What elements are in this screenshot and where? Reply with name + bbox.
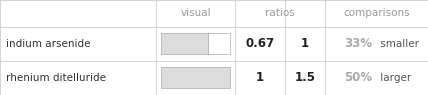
Text: visual: visual xyxy=(181,8,211,18)
Bar xyxy=(208,33,230,54)
Text: larger: larger xyxy=(377,73,411,83)
Text: 1.5: 1.5 xyxy=(294,71,315,84)
Bar xyxy=(161,67,230,88)
Text: rhenium ditelluride: rhenium ditelluride xyxy=(6,73,107,83)
Text: ratios: ratios xyxy=(265,8,295,18)
Text: 50%: 50% xyxy=(344,71,372,84)
Text: smaller: smaller xyxy=(377,39,419,49)
Text: comparisons: comparisons xyxy=(343,8,410,18)
Text: 1: 1 xyxy=(301,37,309,50)
Text: 33%: 33% xyxy=(345,37,372,50)
Text: 0.67: 0.67 xyxy=(245,37,275,50)
Bar xyxy=(161,33,208,54)
Text: indium arsenide: indium arsenide xyxy=(6,39,91,49)
Text: 1: 1 xyxy=(256,71,264,84)
